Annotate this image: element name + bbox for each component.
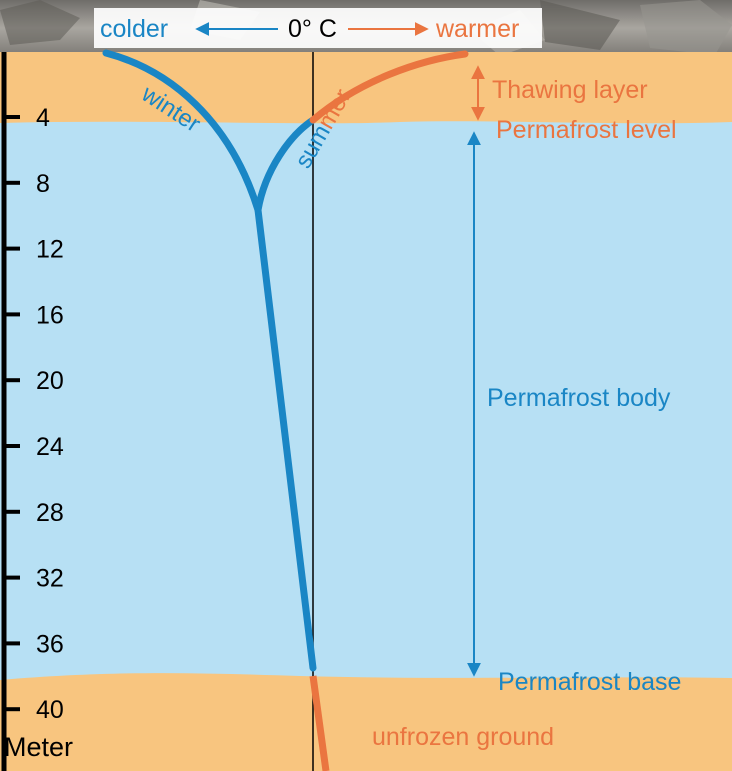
summer-curve-thaw	[309, 50, 469, 124]
depth-tick-label: 8	[36, 170, 50, 198]
depth-tick-label: 36	[36, 630, 64, 658]
unfrozen-ground-label: unfrozen ground	[372, 723, 554, 751]
permafrost-base-label: Permafrost base	[498, 668, 681, 696]
winter-curve	[102, 49, 317, 672]
depth-tick-label: 24	[36, 433, 64, 461]
depth-tick-label: 32	[36, 565, 64, 593]
depth-tick-label: 4	[36, 104, 50, 132]
depth-tick-label: 12	[36, 236, 64, 264]
zero-degree-label: 0° C	[288, 15, 337, 43]
depth-tick-label: 40	[36, 696, 64, 724]
summer-curve-upper	[254, 116, 317, 214]
permafrost-body-label: Permafrost body	[487, 384, 671, 412]
depth-unit-label: Meter	[4, 732, 73, 762]
permafrost-level-label: Permafrost level	[496, 116, 677, 144]
warmer-label: warmer	[435, 15, 519, 43]
colder-label: colder	[100, 15, 168, 43]
permafrost-body-layer	[0, 121, 732, 680]
depth-tick-label: 20	[36, 367, 64, 395]
unfrozen-curve	[309, 675, 330, 771]
depth-tick-label: 16	[36, 301, 64, 329]
depth-tick-label: 28	[36, 499, 64, 527]
depth-ticks: 4 8 12 16 20 24 28 32 36 40	[4, 104, 64, 724]
header-label-box	[94, 8, 542, 48]
thawing-layer-label: Thawing layer	[492, 76, 648, 104]
